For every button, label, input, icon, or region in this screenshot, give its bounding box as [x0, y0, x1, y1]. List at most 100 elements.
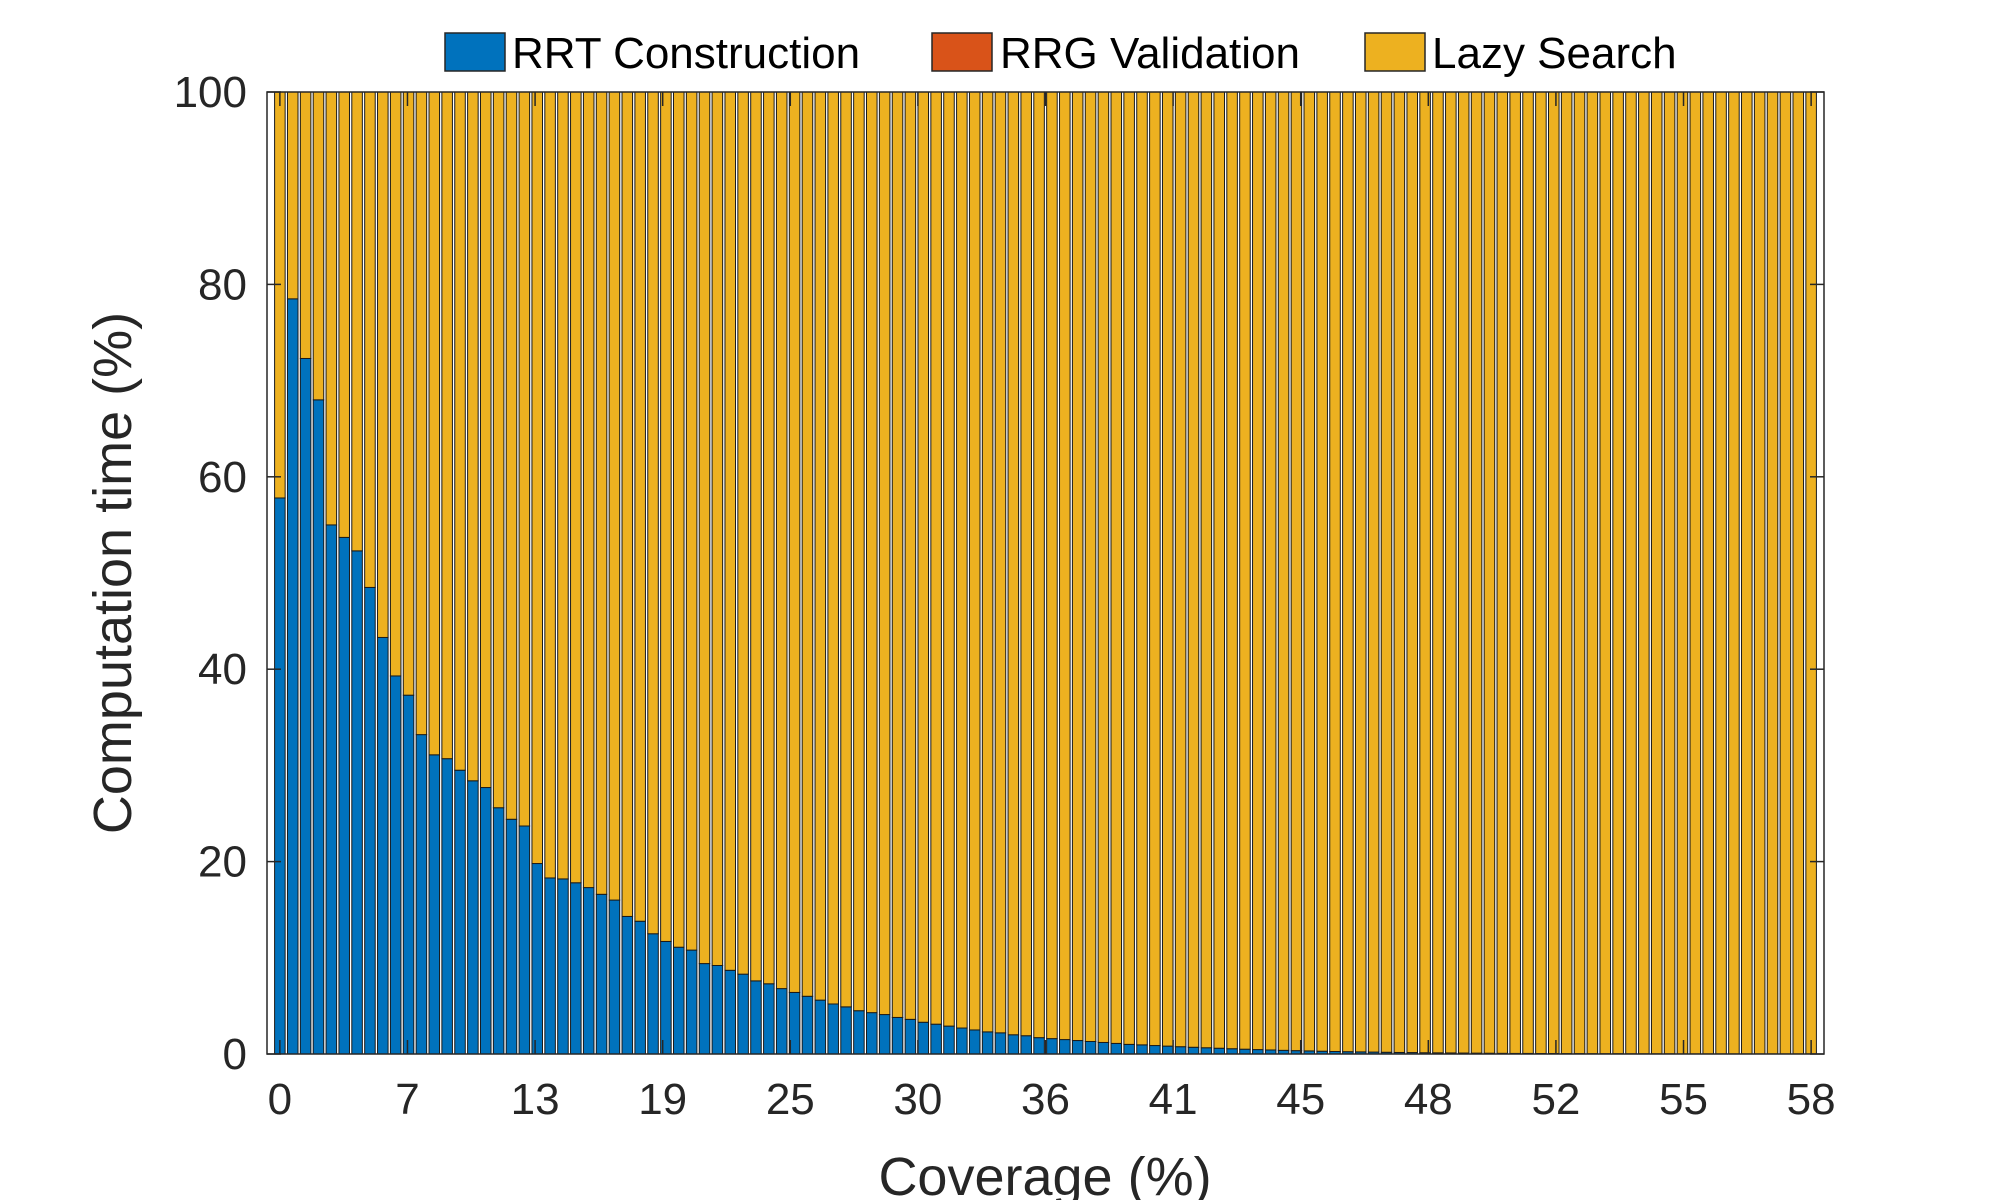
bar-rrt-construction — [814, 999, 827, 1055]
bar-rrt-construction — [557, 878, 569, 1055]
y-axis-ticks: 0 20 40 60 80 100 — [174, 68, 1824, 1079]
bar-rrt-construction — [1200, 1047, 1213, 1055]
bar-lazy-search — [1187, 91, 1200, 1048]
y-tick-label: 80 — [198, 260, 247, 309]
bar-lazy-search — [1612, 91, 1624, 1055]
bar-lazy-search — [518, 91, 531, 827]
x-axis-label: Coverage (%) — [878, 1147, 1211, 1200]
bar-lazy-search — [467, 91, 479, 782]
bar-rrt-construction — [1226, 1048, 1238, 1055]
bar-rrt-construction — [518, 825, 531, 1055]
bar-lazy-search — [1470, 91, 1483, 1054]
bar-rrt-construction — [917, 1021, 930, 1055]
bar-lazy-search — [415, 91, 428, 736]
bar-lazy-search — [827, 91, 839, 1005]
bar-rrt-construction — [299, 357, 312, 1055]
bar-rrt-construction — [698, 963, 711, 1055]
bar-lazy-search — [441, 91, 453, 760]
bar-rrt-construction — [505, 818, 518, 1055]
x-tick-label: 30 — [893, 1075, 942, 1124]
bar-rrt-construction — [351, 550, 363, 1055]
bar-rrt-construction — [428, 754, 441, 1055]
bar-lazy-search — [1766, 91, 1779, 1055]
bar-lazy-search — [1419, 91, 1431, 1054]
bar-rrt-construction — [479, 787, 492, 1055]
bar-lazy-search — [1586, 91, 1599, 1055]
bar-rrt-construction — [1084, 1040, 1097, 1055]
x-tick-label: 7 — [395, 1075, 419, 1124]
bar-lazy-search — [917, 91, 930, 1023]
x-tick-label: 48 — [1404, 1075, 1453, 1124]
bar-lazy-search — [891, 91, 904, 1018]
bar-lazy-search — [943, 91, 955, 1027]
bar-lazy-search — [660, 91, 672, 942]
bar-rrt-construction — [454, 769, 466, 1055]
bar-lazy-search — [454, 91, 466, 771]
bar-rrt-construction — [1097, 1041, 1110, 1055]
bar-lazy-search — [1252, 91, 1264, 1051]
bar-lazy-search — [299, 91, 312, 359]
x-tick-label: 45 — [1276, 1075, 1325, 1124]
bar-lazy-search — [1097, 91, 1110, 1043]
bar-lazy-search — [1728, 91, 1740, 1055]
legend-swatch-rrt-construction — [444, 32, 506, 72]
x-tick-label: 19 — [638, 1075, 687, 1124]
bar-rrt-construction — [994, 1032, 1007, 1055]
legend: RRT Construction RRG Validation Lazy Sea… — [444, 29, 1677, 78]
bar-rrt-construction — [1059, 1039, 1071, 1055]
bar-rrt-construction — [866, 1012, 878, 1055]
bar-lazy-search — [1316, 91, 1328, 1052]
x-tick-label: 25 — [766, 1075, 815, 1124]
bar-rrt-construction — [274, 497, 286, 1055]
bar-lazy-search — [1483, 91, 1496, 1054]
bar-lazy-search — [570, 91, 582, 884]
bar-lazy-search — [1535, 91, 1547, 1055]
bar-lazy-search — [698, 91, 711, 965]
bar-lazy-search — [840, 91, 852, 1008]
bar-lazy-search — [672, 91, 685, 948]
bar-lazy-search — [853, 91, 865, 1012]
bar-lazy-search — [814, 91, 827, 1001]
y-tick-label: 100 — [174, 68, 247, 117]
bar-lazy-search — [1496, 91, 1509, 1054]
bar-rrt-construction — [1071, 1040, 1084, 1055]
bar-lazy-search — [1071, 91, 1084, 1042]
bar-lazy-search — [1226, 91, 1238, 1050]
bar-rrt-construction — [891, 1016, 904, 1055]
bar-rrt-construction — [441, 758, 453, 1055]
bar-lazy-search — [531, 91, 543, 865]
bar-rrt-construction — [660, 940, 672, 1055]
bar-lazy-search — [994, 91, 1007, 1034]
bar-lazy-search — [402, 91, 415, 696]
bar-lazy-search — [582, 91, 595, 889]
bar-rrt-construction — [377, 636, 389, 1055]
bar-lazy-search — [866, 91, 878, 1014]
bar-lazy-search — [338, 91, 350, 538]
bar-lazy-search — [1457, 91, 1470, 1054]
bars-group — [274, 91, 1817, 1055]
bar-lazy-search — [1393, 91, 1406, 1053]
bar-rrt-construction — [582, 887, 595, 1055]
bar-rrt-construction — [1020, 1035, 1032, 1055]
bar-lazy-search — [1753, 91, 1766, 1055]
bar-rrt-construction — [878, 1014, 891, 1055]
bar-rrt-construction — [711, 964, 724, 1055]
bar-lazy-search — [878, 91, 891, 1016]
bar-lazy-search — [1663, 91, 1676, 1055]
bar-lazy-search — [1367, 91, 1380, 1053]
bar-rrt-construction — [840, 1006, 852, 1055]
bar-lazy-search — [312, 91, 325, 401]
bar-lazy-search — [1033, 91, 1045, 1039]
bar-lazy-search — [325, 91, 338, 526]
bar-rrt-construction — [531, 863, 543, 1055]
bar-lazy-search — [505, 91, 518, 820]
bar-lazy-search — [763, 91, 775, 985]
bar-lazy-search — [1277, 91, 1290, 1051]
bar-lazy-search — [1342, 91, 1354, 1053]
bar-lazy-search — [428, 91, 441, 756]
bar-lazy-search — [1084, 91, 1097, 1042]
bar-rrt-construction — [1161, 1045, 1174, 1055]
bar-lazy-search — [904, 91, 917, 1020]
legend-label-rrt-construction: RRT Construction — [512, 29, 860, 78]
bar-lazy-search — [1741, 91, 1753, 1055]
